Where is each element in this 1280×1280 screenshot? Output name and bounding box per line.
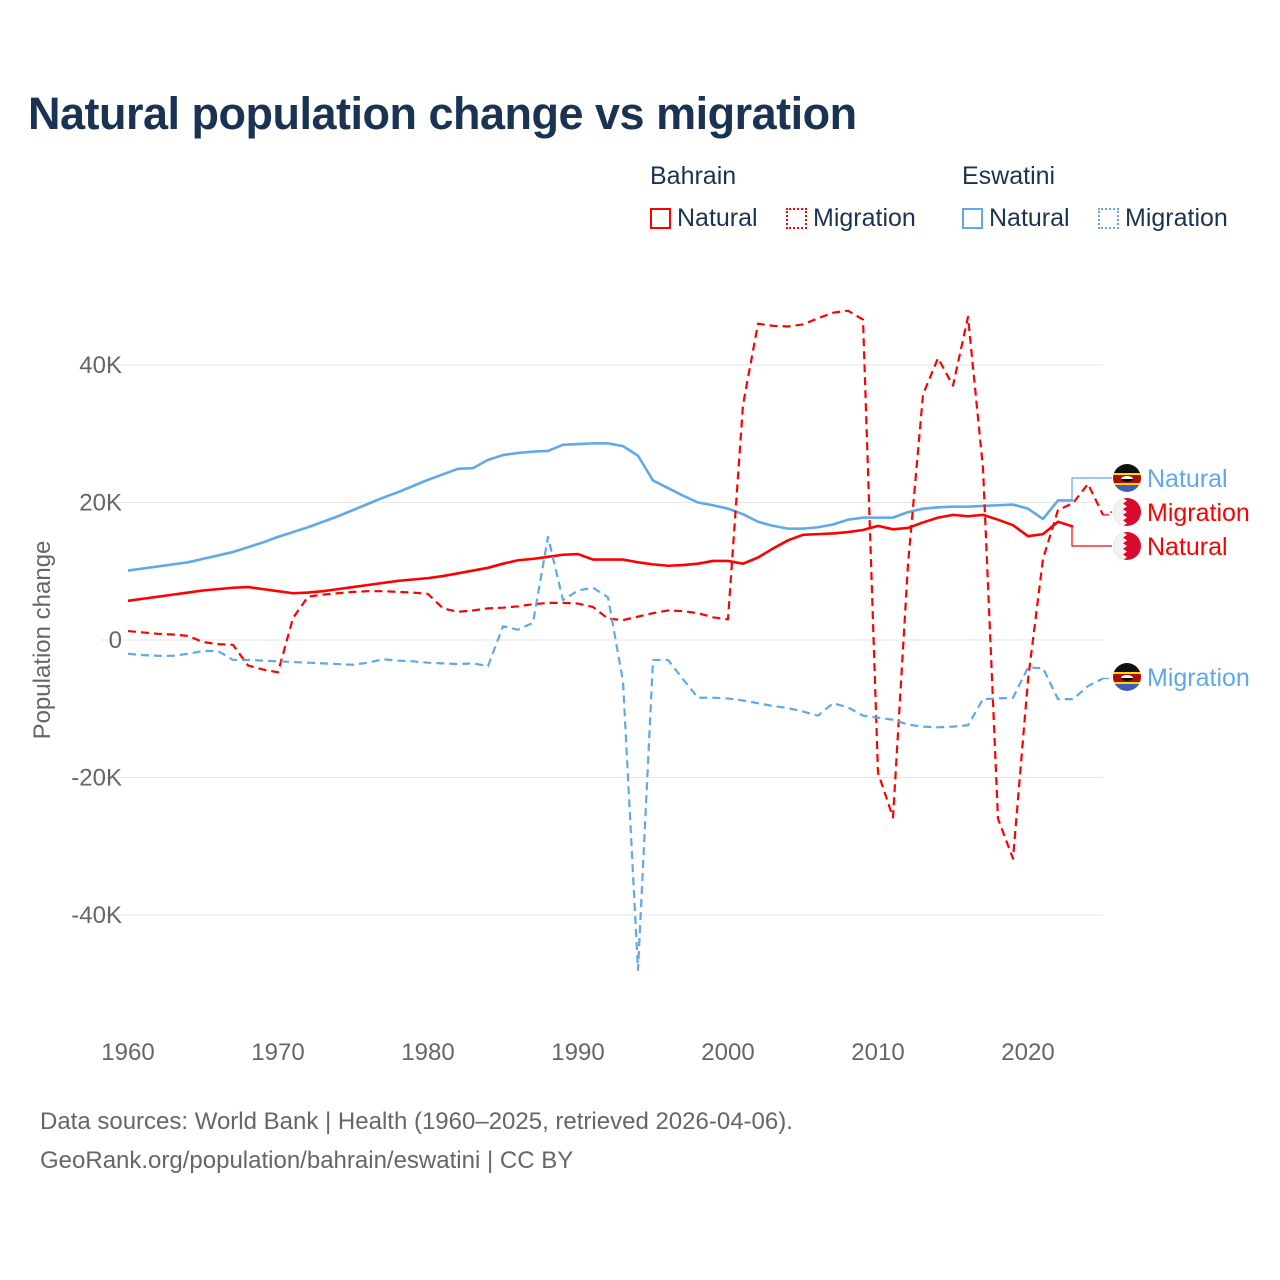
legend-label: Migration (813, 204, 916, 232)
series-end-label: Natural (1147, 533, 1228, 561)
y-tick-label: 20K (79, 490, 122, 517)
y-tick-label: 40K (79, 352, 122, 379)
series-line-eswatini-natural (127, 442, 1073, 572)
series-line-eswatini-migration (127, 535, 1104, 972)
solid-swatch-icon (962, 208, 983, 229)
y-tick-label: -20K (71, 765, 122, 792)
footer-url[interactable]: GeoRank.org/population/bahrain/eswatini … (40, 1147, 574, 1174)
series-end-label: Natural (1147, 465, 1228, 493)
label-connector (1071, 525, 1112, 547)
legend-bahrain-migration[interactable]: Migration (786, 204, 916, 233)
legend-bahrain-natural[interactable]: Natural (650, 204, 758, 233)
eswatini-flag-icon (1113, 464, 1141, 492)
dotted-swatch-icon (786, 208, 807, 229)
legend-group-eswatini: Eswatini (962, 162, 1056, 190)
eswatini-flag-icon (1113, 663, 1141, 691)
y-tick-label: 0 (109, 627, 122, 654)
legend-label: Natural (677, 204, 758, 232)
x-tick-label: 2000 (701, 1039, 754, 1066)
bahrain-flag-icon (1113, 498, 1141, 526)
series-line-bahrain-natural (127, 513, 1074, 603)
x-tick-label: 1990 (551, 1039, 604, 1066)
chart-title: Natural population change vs migration (28, 88, 857, 139)
x-tick-label: 2020 (1001, 1039, 1054, 1066)
label-connector (1103, 676, 1112, 680)
x-tick-label: 1980 (401, 1039, 454, 1066)
legend-eswatini-natural[interactable]: Natural (962, 204, 1070, 233)
series-end-label: Migration (1147, 664, 1250, 692)
legend-group-bahrain: Bahrain (650, 162, 737, 190)
y-axis-label: Population change (29, 541, 56, 740)
legend-eswatini-migration[interactable]: Migration (1098, 204, 1228, 233)
series-end-label: Migration (1147, 499, 1250, 527)
x-tick-label: 1970 (251, 1039, 304, 1066)
x-tick-label: 2010 (851, 1039, 904, 1066)
x-tick-label: 1960 (101, 1039, 154, 1066)
footer-sources: Data sources: World Bank | Health (1960–… (40, 1108, 793, 1135)
y-tick-label: -40K (71, 902, 122, 929)
legend-label: Natural (989, 204, 1070, 232)
series-line-bahrain-migration (127, 309, 1104, 860)
solid-swatch-icon (650, 208, 671, 229)
label-connector (1103, 511, 1112, 516)
dotted-swatch-icon (1098, 208, 1119, 229)
label-connector (1071, 477, 1112, 502)
bahrain-flag-icon (1113, 532, 1141, 560)
legend-label: Migration (1125, 204, 1228, 232)
